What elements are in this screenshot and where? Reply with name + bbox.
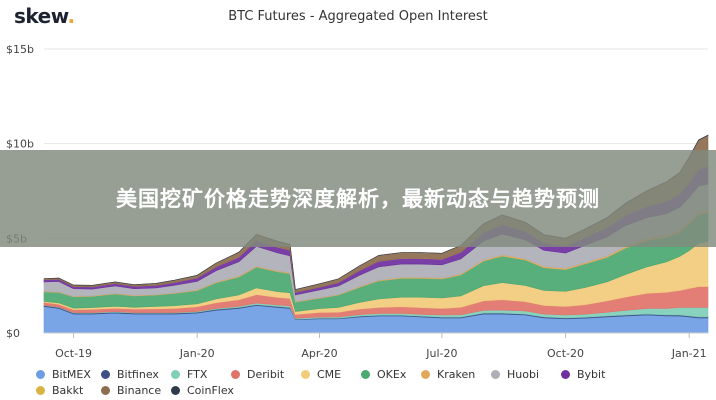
legend-swatch — [561, 369, 570, 379]
headline-text: 美国挖矿价格走势深度解析，最新动态与趋势预测 — [116, 186, 600, 211]
x-tick-label: Jul-20 — [425, 347, 457, 360]
legend-swatch — [491, 369, 500, 379]
y-tick-label: $0 — [6, 327, 20, 340]
legend-label: Huobi — [507, 367, 540, 381]
legend-swatch — [36, 385, 45, 395]
legend-item-bybit[interactable]: Bybit — [561, 368, 621, 381]
legend-swatch — [101, 369, 110, 379]
skew-logo: skew. — [14, 4, 75, 28]
legend-item-bitfinex[interactable]: Bitfinex — [101, 368, 171, 381]
chart-title: BTC Futures - Aggregated Open Interest — [228, 9, 488, 24]
y-tick-label: $15b — [6, 43, 34, 56]
legend-item-huobi[interactable]: Huobi — [491, 368, 561, 381]
legend-item-okex[interactable]: OKEx — [361, 368, 421, 381]
axes: $0$5b$10b$15bOct-19Jan-20Apr-20Jul-20Oct… — [6, 43, 708, 360]
legend-item-ftx[interactable]: FTX — [171, 368, 231, 381]
legend-item-coinflex[interactable]: CoinFlex — [171, 383, 234, 397]
x-tick-label: Jan-20 — [179, 347, 215, 360]
legend-label: BitMEX — [52, 367, 91, 381]
legend-item-deribit[interactable]: Deribit — [231, 368, 301, 381]
legend-row: BitMEX Bitfinex FTX Deribit CME OKEx Kraken Huo… — [36, 366, 696, 382]
legend-swatch — [421, 369, 430, 379]
legend-swatch — [171, 369, 180, 379]
legend-label: CoinFlex — [187, 383, 234, 397]
legend-swatch — [101, 385, 110, 395]
x-tick-label: Jan-21 — [671, 347, 707, 360]
legend-label: CME — [317, 367, 342, 381]
legend-label: Binance — [117, 383, 162, 397]
legend-label: Bitfinex — [117, 367, 159, 381]
headline-overlay: 美国挖矿价格走势深度解析，最新动态与趋势预测 — [0, 150, 716, 247]
chart-legend: BitMEX Bitfinex FTX Deribit CME OKEx Kraken Huo… — [36, 366, 696, 398]
logo-dot: . — [67, 4, 75, 28]
legend-item-binance[interactable]: Binance — [101, 384, 171, 397]
legend-item-cme[interactable]: CME — [301, 368, 361, 381]
legend-swatch — [36, 369, 45, 379]
legend-swatch — [361, 369, 370, 379]
legend-label: Deribit — [247, 367, 285, 381]
legend-label: FTX — [187, 367, 208, 381]
legend-item-kraken[interactable]: Kraken — [421, 368, 491, 381]
legend-label: OKEx — [377, 367, 407, 381]
x-tick-label: Oct-19 — [55, 347, 92, 360]
legend-label: Kraken — [437, 367, 476, 381]
legend-swatch — [301, 369, 310, 379]
y-tick-label: $10b — [6, 138, 34, 151]
legend-item-bitmex[interactable]: BitMEX — [36, 368, 101, 381]
legend-item-bakkt[interactable]: Bakkt — [36, 384, 101, 397]
legend-label: Bybit — [577, 367, 606, 381]
x-tick-label: Apr-20 — [301, 347, 337, 360]
legend-swatch — [171, 385, 180, 395]
legend-swatch — [231, 369, 240, 379]
legend-label: Bakkt — [52, 383, 84, 397]
legend-row: Bakkt Binance CoinFlex — [36, 382, 696, 398]
x-tick-label: Oct-20 — [547, 347, 584, 360]
logo-wordmark: skew — [14, 4, 68, 28]
